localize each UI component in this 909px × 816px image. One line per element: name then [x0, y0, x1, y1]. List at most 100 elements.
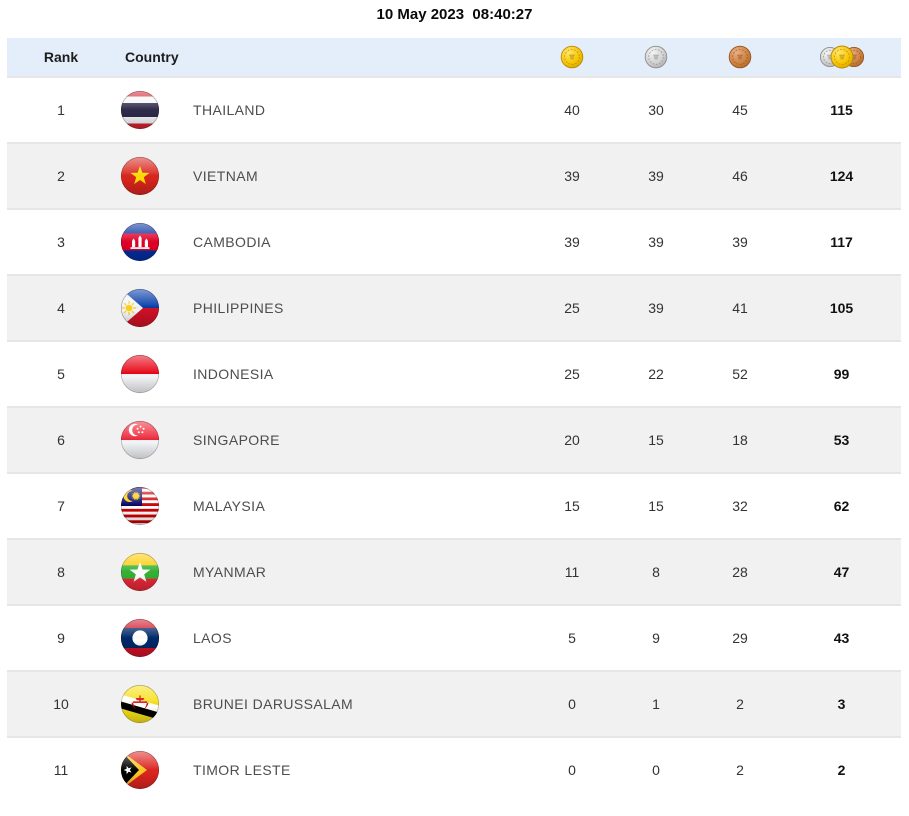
- medal-table-body: 1 THAILAND 40 30 45 115 2 VIETNAM 39 39 46 124 3: [7, 76, 901, 802]
- table-row[interactable]: 7 MALAYSIA 15 15 32 62: [7, 472, 901, 538]
- flag-brunei-icon: [120, 684, 160, 724]
- country-cell: INDONESIA: [115, 354, 530, 394]
- rank-value: 3: [57, 234, 65, 250]
- gold-count: 39: [564, 168, 580, 184]
- table-row[interactable]: 11 TIMOR LESTE 0 0 2 2: [7, 736, 901, 802]
- bronze-count: 46: [732, 168, 748, 184]
- rank-value: 8: [57, 564, 65, 580]
- country-cell: BRUNEI DARUSSALAM: [115, 684, 530, 724]
- country-name: BRUNEI DARUSSALAM: [193, 696, 354, 712]
- page-title: 10 May 2023 08:40:27: [376, 6, 533, 23]
- bronze-count: 28: [732, 564, 748, 580]
- country-name: THAILAND: [193, 102, 266, 118]
- gold-count: 25: [564, 366, 580, 382]
- table-row[interactable]: 2 VIETNAM 39 39 46 124: [7, 142, 901, 208]
- country-name: MYANMAR: [193, 564, 267, 580]
- total-count: 124: [829, 168, 854, 184]
- total-count: 2: [837, 762, 846, 778]
- silver-count: 8: [652, 564, 660, 580]
- table-row[interactable]: 6 SINGAPORE 20 15 18 53: [7, 406, 901, 472]
- country-cell: PHILIPPINES: [115, 288, 530, 328]
- total-medals-icon: [782, 43, 901, 71]
- total-count: 105: [829, 300, 854, 316]
- total-count: 115: [830, 102, 853, 118]
- table-row[interactable]: 1 THAILAND 40 30 45 115: [7, 76, 901, 142]
- silver-medal-icon: [614, 45, 698, 69]
- country-cell: LAOS: [115, 618, 530, 658]
- bronze-count: 32: [732, 498, 748, 514]
- country-cell: SINGAPORE: [115, 420, 530, 460]
- total-count: 99: [833, 366, 850, 382]
- gold-count: 20: [564, 432, 580, 448]
- country-name: MALAYSIA: [193, 498, 266, 514]
- flag-philippines-icon: [120, 288, 160, 328]
- bronze-count: 52: [732, 366, 748, 382]
- total-count: 117: [830, 234, 853, 250]
- bronze-medal-icon: [698, 45, 782, 69]
- flag-malaysia-icon: [120, 486, 160, 526]
- rank-value: 5: [57, 366, 65, 382]
- gold-count: 5: [568, 630, 576, 646]
- silver-count: 30: [648, 102, 664, 118]
- rank-value: 10: [53, 696, 69, 712]
- gold-count: 39: [564, 234, 580, 250]
- table-row[interactable]: 5 INDONESIA 25 22 52 99: [7, 340, 901, 406]
- total-count: 47: [833, 564, 850, 580]
- country-column-header: Country: [125, 49, 179, 65]
- timestamp-bar: 10 May 2023 08:40:27: [0, 0, 909, 38]
- gold-count: 11: [564, 564, 580, 580]
- rank-column-header: Rank: [43, 49, 79, 65]
- country-name: LAOS: [193, 630, 232, 646]
- country-cell: THAILAND: [115, 90, 530, 130]
- flag-singapore-icon: [120, 420, 160, 460]
- gold-count: 40: [564, 102, 580, 118]
- rank-value: 2: [57, 168, 65, 184]
- bronze-count: 41: [732, 300, 748, 316]
- gold-count: 15: [564, 498, 580, 514]
- gold-medal-icon: [530, 45, 614, 69]
- table-row[interactable]: 10 BRUNEI DARUSSALAM 0 1 2 3: [7, 670, 901, 736]
- flag-vietnam-icon: [120, 156, 160, 196]
- flag-laos-icon: [120, 618, 160, 658]
- silver-count: 39: [648, 234, 664, 250]
- silver-count: 0: [652, 762, 660, 778]
- rank-value: 1: [57, 102, 65, 118]
- medal-table: Rank Country: [7, 38, 901, 802]
- rank-value: 4: [57, 300, 65, 316]
- country-cell: CAMBODIA: [115, 222, 530, 262]
- flag-myanmar-icon: [120, 552, 160, 592]
- bronze-count: 45: [732, 102, 748, 118]
- country-cell: MALAYSIA: [115, 486, 530, 526]
- total-count: 43: [833, 630, 850, 646]
- country-name: CAMBODIA: [193, 234, 271, 250]
- silver-count: 39: [648, 300, 664, 316]
- flag-cambodia-icon: [120, 222, 160, 262]
- flag-indonesia-icon: [120, 354, 160, 394]
- bronze-count: 2: [736, 696, 744, 712]
- silver-count: 15: [648, 432, 664, 448]
- gold-count: 0: [568, 696, 576, 712]
- country-name: SINGAPORE: [193, 432, 280, 448]
- table-row[interactable]: 9 LAOS 5 9 29 43: [7, 604, 901, 670]
- bronze-count: 29: [732, 630, 748, 646]
- country-name: VIETNAM: [193, 168, 259, 184]
- country-cell: VIETNAM: [115, 156, 530, 196]
- rank-value: 6: [57, 432, 65, 448]
- table-row[interactable]: 3 CAMBODIA 39 39 39 117: [7, 208, 901, 274]
- silver-count: 9: [652, 630, 660, 646]
- country-cell: MYANMAR: [115, 552, 530, 592]
- table-row[interactable]: 4 PHILIPPINES 25 39 41 105: [7, 274, 901, 340]
- rank-value: 7: [57, 498, 65, 514]
- country-name: TIMOR LESTE: [193, 762, 291, 778]
- country-cell: TIMOR LESTE: [115, 750, 530, 790]
- country-name: INDONESIA: [193, 366, 274, 382]
- bronze-count: 39: [732, 234, 748, 250]
- gold-count: 25: [564, 300, 580, 316]
- rank-value: 9: [57, 630, 65, 646]
- table-row[interactable]: 8 MYANMAR 11 8 28 47: [7, 538, 901, 604]
- silver-count: 39: [648, 168, 664, 184]
- rank-value: 11: [53, 762, 69, 778]
- table-header-row: Rank Country: [7, 38, 901, 76]
- gold-count: 0: [568, 762, 576, 778]
- silver-count: 1: [652, 696, 660, 712]
